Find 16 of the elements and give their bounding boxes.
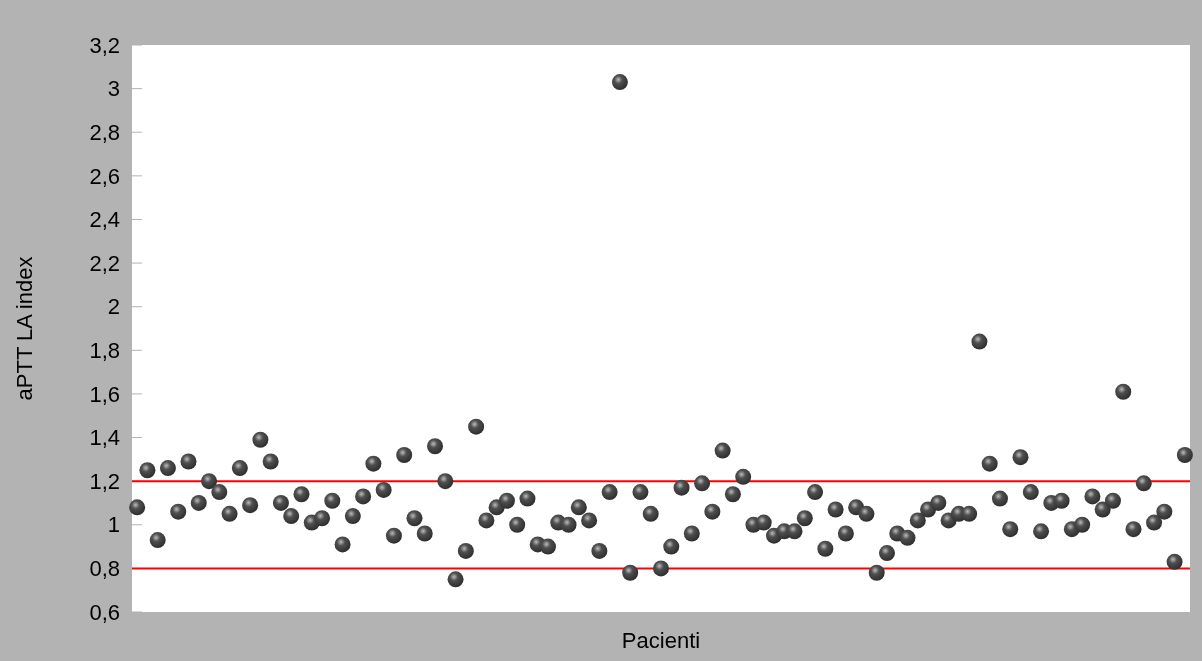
y-tick-label: 2,8: [89, 119, 120, 145]
y-tick-label: 1,4: [89, 425, 120, 451]
y-axis-title: aPTT LA index: [12, 256, 37, 401]
y-tick-label: 3,2: [89, 32, 120, 58]
y-tick-label: 1: [107, 512, 120, 538]
y-tick-label: 1,8: [89, 338, 120, 364]
y-tick-label: 2,2: [89, 250, 120, 276]
y-tick-label: 0,8: [89, 556, 120, 582]
y-tick-label: 2,4: [89, 207, 120, 233]
y-tick-label: 2,6: [89, 163, 120, 189]
y-tick-label: 1,6: [89, 381, 120, 407]
y-tick-label: 0,6: [89, 599, 120, 625]
y-tick-label: 3: [107, 76, 120, 102]
y-tick-label: 2: [107, 294, 120, 320]
x-axis-title: Pacienti: [621, 628, 701, 653]
y-tick-label: 1,2: [89, 468, 120, 494]
